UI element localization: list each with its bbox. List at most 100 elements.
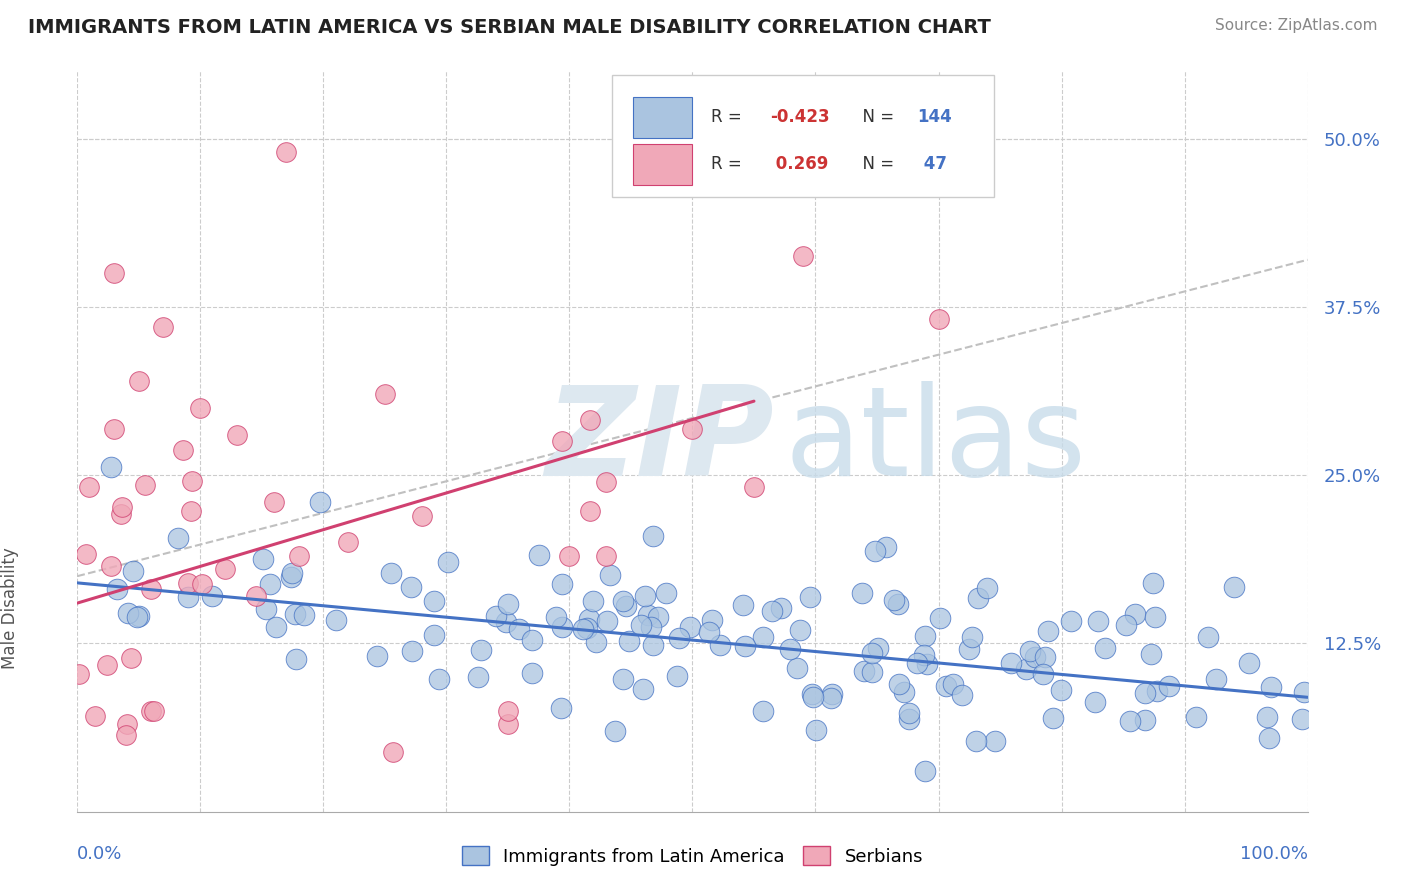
Immigrants from Latin America	[309, 495, 332, 509]
Immigrants from Latin America	[429, 672, 451, 686]
Immigrants from Latin America	[630, 617, 652, 632]
Text: 0.0%: 0.0%	[77, 846, 122, 863]
Immigrants from Latin America	[1133, 686, 1156, 700]
Serbians	[226, 427, 249, 442]
Immigrants from Latin America	[779, 641, 801, 656]
Serbians	[496, 717, 519, 731]
Immigrants from Latin America	[401, 644, 423, 658]
Serbians	[134, 478, 156, 492]
Immigrants from Latin America	[641, 638, 664, 652]
Immigrants from Latin America	[122, 564, 145, 578]
Immigrants from Latin America	[1125, 607, 1147, 621]
Immigrants from Latin America	[325, 613, 347, 627]
Serbians	[110, 507, 132, 521]
Immigrants from Latin America	[380, 566, 402, 580]
Serbians	[75, 547, 97, 561]
Immigrants from Latin America	[634, 589, 657, 603]
Immigrants from Latin America	[294, 607, 316, 622]
Immigrants from Latin America	[366, 649, 388, 664]
Immigrants from Latin America	[893, 684, 915, 698]
Serbians	[276, 145, 298, 160]
Immigrants from Latin America	[789, 624, 811, 638]
Serbians	[682, 422, 704, 436]
Immigrants from Latin America	[1223, 580, 1246, 594]
Immigrants from Latin America	[863, 543, 886, 558]
Serbians	[411, 508, 433, 523]
Immigrants from Latin America	[527, 548, 550, 562]
Immigrants from Latin America	[1260, 680, 1282, 694]
Immigrants from Latin America	[117, 606, 139, 620]
Serbians	[595, 475, 617, 489]
Immigrants from Latin America	[1032, 667, 1054, 681]
Immigrants from Latin America	[546, 610, 568, 624]
Text: R =: R =	[711, 108, 747, 127]
Immigrants from Latin America	[929, 610, 952, 624]
Text: R =: R =	[711, 155, 747, 173]
Immigrants from Latin America	[770, 601, 793, 615]
Immigrants from Latin America	[522, 632, 544, 647]
Immigrants from Latin America	[860, 646, 883, 660]
Text: IMMIGRANTS FROM LATIN AMERICA VS SERBIAN MALE DISABILITY CORRELATION CHART: IMMIGRANTS FROM LATIN AMERICA VS SERBIAN…	[28, 18, 991, 37]
Serbians	[551, 434, 574, 449]
Immigrants from Latin America	[983, 734, 1005, 748]
Immigrants from Latin America	[437, 555, 460, 569]
Immigrants from Latin America	[266, 620, 288, 634]
Serbians	[288, 549, 311, 563]
Immigrants from Latin America	[875, 541, 897, 555]
Immigrants from Latin America	[734, 639, 756, 653]
Immigrants from Latin America	[668, 632, 690, 646]
Immigrants from Latin America	[905, 656, 928, 670]
Immigrants from Latin America	[654, 585, 676, 599]
Immigrants from Latin America	[647, 610, 669, 624]
Immigrants from Latin America	[851, 585, 873, 599]
Immigrants from Latin America	[1042, 711, 1064, 725]
Immigrants from Latin America	[551, 620, 574, 634]
Immigrants from Latin America	[423, 594, 446, 608]
Serbians	[792, 249, 814, 263]
FancyBboxPatch shape	[613, 75, 994, 197]
Immigrants from Latin America	[697, 625, 720, 640]
Immigrants from Latin America	[100, 460, 122, 475]
Immigrants from Latin America	[520, 665, 543, 680]
Immigrants from Latin America	[640, 620, 662, 634]
Serbians	[578, 504, 600, 518]
Text: 100.0%: 100.0%	[1240, 846, 1308, 863]
Serbians	[337, 535, 360, 549]
Serbians	[595, 549, 617, 563]
Immigrants from Latin America	[399, 580, 422, 594]
Serbians	[245, 589, 267, 603]
Immigrants from Latin America	[700, 613, 723, 627]
Serbians	[152, 320, 174, 334]
Immigrants from Latin America	[800, 687, 823, 701]
Immigrants from Latin America	[1018, 644, 1040, 658]
Immigrants from Latin America	[127, 609, 149, 624]
Serbians	[103, 266, 125, 280]
Immigrants from Latin America	[637, 607, 659, 622]
Immigrants from Latin America	[1294, 684, 1316, 698]
Immigrants from Latin America	[572, 622, 595, 636]
Immigrants from Latin America	[177, 591, 200, 605]
Immigrants from Latin America	[578, 612, 600, 626]
Immigrants from Latin America	[820, 690, 842, 705]
Immigrants from Latin America	[1256, 710, 1278, 724]
Immigrants from Latin America	[603, 723, 626, 738]
Immigrants from Latin America	[866, 641, 889, 656]
Serbians	[84, 709, 107, 723]
Immigrants from Latin America	[1198, 630, 1220, 644]
Immigrants from Latin America	[284, 607, 307, 621]
Immigrants from Latin America	[1024, 649, 1046, 664]
Immigrants from Latin America	[709, 638, 731, 652]
Immigrants from Latin America	[1140, 647, 1163, 661]
Text: atlas: atlas	[785, 381, 1087, 502]
Immigrants from Latin America	[860, 665, 883, 680]
Text: 47: 47	[918, 155, 946, 173]
Immigrants from Latin America	[550, 700, 572, 714]
Immigrants from Latin America	[967, 591, 990, 606]
Serbians	[67, 667, 90, 681]
Immigrants from Latin America	[1060, 614, 1083, 628]
Immigrants from Latin America	[259, 577, 281, 591]
Immigrants from Latin America	[470, 643, 492, 657]
Immigrants from Latin America	[1000, 656, 1022, 670]
Serbians	[558, 549, 581, 563]
Immigrants from Latin America	[612, 673, 634, 687]
